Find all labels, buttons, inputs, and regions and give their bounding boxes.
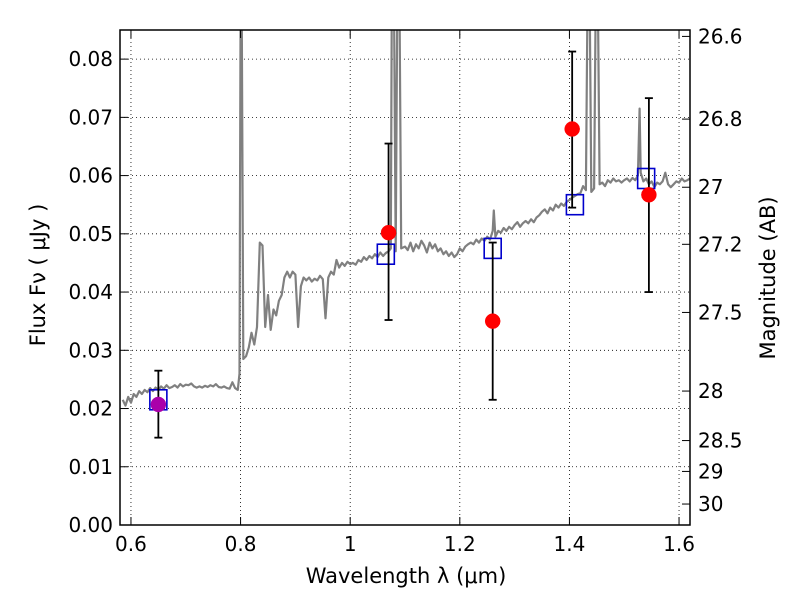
observed-photometry-series [150,50,657,439]
y-tick-label: 0.07 [68,105,113,129]
y2-tick-label: 29 [698,459,723,483]
model-photometry-series [149,167,656,411]
x-tick-label: 1 [344,532,357,556]
spectrum-line [121,30,690,407]
y2-tick-label: 28 [698,379,723,403]
y2-tick-label: 26.6 [698,24,743,48]
y2-tick-label: 27.2 [698,232,743,256]
y-tick-label: 0.01 [68,455,113,479]
y-tick-label: 0.06 [68,164,113,188]
observed-point [380,224,397,241]
y-tick-label: 0.00 [68,513,113,537]
model-square [376,243,396,266]
y-tick-label: 0.02 [68,397,113,421]
model-square [565,193,585,216]
spectrum-series [121,30,690,407]
y2-tick-label: 26.8 [698,107,743,131]
grid-lines [120,30,690,526]
observed-point [484,313,501,329]
axis-ticks: 0.6 0.8 1 1.2 1.4 1.6 0.00 0.01 0.02 0.03 0.04 0.05… [68,24,742,556]
y2-tick-label: 30 [698,492,723,516]
observed-point [641,187,657,203]
x-tick-label: 1.4 [554,532,586,556]
y-tick-label: 0.03 [68,338,113,362]
y2-axis-label: Magnitude (AB) [756,196,780,359]
x-tick-label: 0.8 [225,532,257,556]
observed-point [564,121,580,137]
y2-tick-label: 28.5 [698,429,743,453]
y-tick-label: 0.04 [68,280,113,304]
y-tick-label: 0.05 [68,222,113,246]
x-tick-label: 1.2 [444,532,476,556]
y-tick-label: 0.08 [68,47,113,71]
observed-point [150,396,167,413]
y-axis-label: Flux Fν ( μJy ) [26,204,50,347]
plot-frame [119,29,691,526]
y2-tick-label: 27.5 [698,300,743,324]
y2-tick-label: 27 [698,175,723,199]
x-tick-label: 0.6 [115,532,147,556]
x-tick-label: 1.6 [663,532,695,556]
x-axis-label: Wavelength λ (μm) [306,564,507,588]
